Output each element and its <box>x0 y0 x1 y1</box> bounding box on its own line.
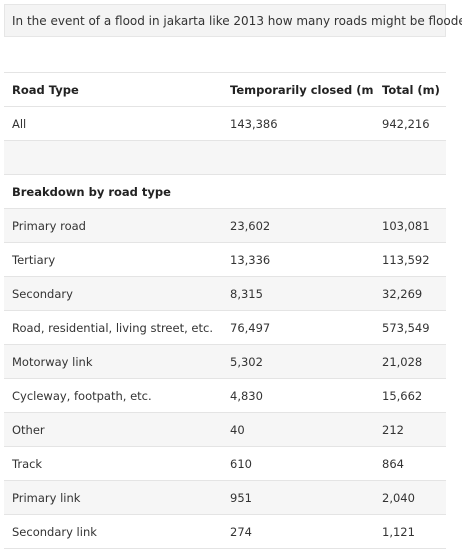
road-type-cell: Other <box>4 412 222 447</box>
summary-type: All <box>4 106 222 141</box>
section-title: Breakdown by road type <box>4 174 446 209</box>
table-row: Secondary link 274 1,121 <box>4 514 446 549</box>
road-flood-table: Road Type Temporarily closed (m) Total (… <box>4 72 446 549</box>
total-length-cell: 21,028 <box>374 344 446 379</box>
total-length-cell: 864 <box>374 446 446 481</box>
closed-length-cell: 23,602 <box>222 208 374 243</box>
closed-length-cell: 951 <box>222 480 374 515</box>
total-length-cell: 212 <box>374 412 446 447</box>
total-length-cell: 1,121 <box>374 514 446 549</box>
road-type-cell: Primary road <box>4 208 222 243</box>
closed-length-cell: 4,830 <box>222 378 374 413</box>
summary-row: All 143,386 942,216 <box>4 106 446 141</box>
closed-length-cell: 40 <box>222 412 374 447</box>
table-row: Motorway link 5,302 21,028 <box>4 344 446 379</box>
total-length-cell: 15,662 <box>374 378 446 413</box>
section-header-row: Breakdown by road type <box>4 174 446 209</box>
table-row: Secondary 8,315 32,269 <box>4 276 446 311</box>
table-row: Road, residential, living street, etc. 76… <box>4 310 446 345</box>
table-row: Primary road 23,602 103,081 <box>4 208 446 243</box>
road-type-cell: Secondary link <box>4 514 222 549</box>
query-text: In the event of a flood in jakarta like … <box>4 4 462 37</box>
closed-length-cell: 274 <box>222 514 374 549</box>
total-length-cell: 2,040 <box>374 480 446 515</box>
table-header-row: Road Type Temporarily closed (m) Total (… <box>4 72 446 107</box>
header-temporarily-closed: Temporarily closed (m) <box>222 72 374 107</box>
road-type-cell: Secondary <box>4 276 222 311</box>
total-length-cell: 113,592 <box>374 242 446 277</box>
road-type-cell: Cycleway, footpath, etc. <box>4 378 222 413</box>
table-row: Primary link 951 2,040 <box>4 480 446 515</box>
header-total: Total (m) <box>374 72 446 107</box>
road-type-cell: Track <box>4 446 222 481</box>
total-length-cell: 573,549 <box>374 310 446 345</box>
table-row: Other 40 212 <box>4 412 446 447</box>
road-type-cell: Motorway link <box>4 344 222 379</box>
spacer-row <box>4 140 446 175</box>
closed-length-cell: 610 <box>222 446 374 481</box>
closed-length-cell: 5,302 <box>222 344 374 379</box>
road-type-cell: Road, residential, living street, etc. <box>4 310 222 345</box>
total-length-cell: 32,269 <box>374 276 446 311</box>
total-length-cell: 103,081 <box>374 208 446 243</box>
closed-length-cell: 76,497 <box>222 310 374 345</box>
closed-length-cell: 8,315 <box>222 276 374 311</box>
table-row: Cycleway, footpath, etc. 4,830 15,662 <box>4 378 446 413</box>
table-row: Tertiary 13,336 113,592 <box>4 242 446 277</box>
closed-length-cell: 13,336 <box>222 242 374 277</box>
road-type-cell: Tertiary <box>4 242 222 277</box>
road-type-cell: Primary link <box>4 480 222 515</box>
summary-total: 942,216 <box>374 106 446 141</box>
summary-closed: 143,386 <box>222 106 374 141</box>
table-row: Track 610 864 <box>4 446 446 481</box>
header-road-type: Road Type <box>4 72 222 107</box>
